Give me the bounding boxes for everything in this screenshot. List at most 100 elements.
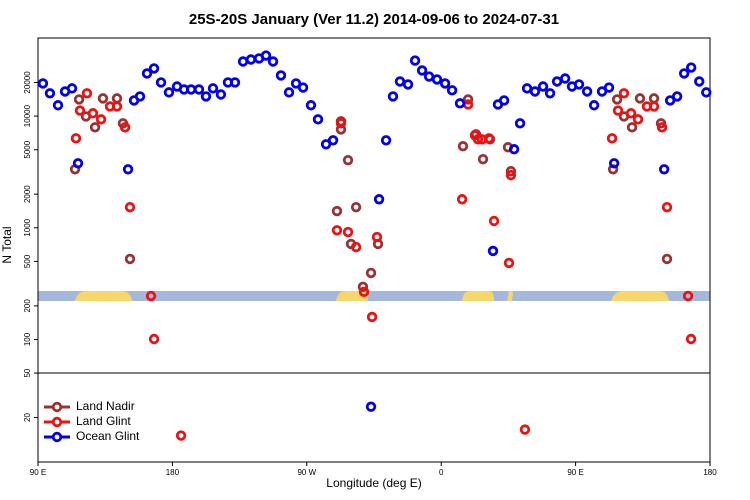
land-strip [462, 291, 494, 301]
marker [312, 114, 324, 125]
marker [365, 401, 377, 412]
y-tick-label: 50 [23, 368, 32, 377]
x-tick-label: 180 [166, 468, 180, 477]
marker [331, 205, 343, 217]
marker [439, 78, 451, 89]
marker [658, 164, 670, 175]
legend-marker [51, 416, 63, 428]
marker [175, 430, 187, 441]
y-tick-label: 5000 [23, 140, 32, 158]
marker [488, 215, 500, 227]
marker [694, 76, 705, 87]
marker [350, 201, 362, 213]
x-tick-label: 0 [439, 468, 444, 477]
marker [122, 164, 134, 175]
marker [472, 134, 484, 145]
marker [544, 88, 556, 99]
x-tick-label: 90 E [567, 468, 583, 477]
y-axis-label: N Total [0, 226, 14, 263]
marker [409, 55, 421, 66]
marker [632, 114, 644, 125]
y-tick-label: 20000 [23, 71, 32, 94]
marker [701, 87, 712, 98]
marker [70, 133, 82, 144]
marker [371, 231, 383, 243]
marker [551, 76, 563, 87]
chart-title: 25S-20S January (Ver 11.2) 2014-09-06 to… [189, 11, 559, 28]
y-tick-label: 10000 [23, 104, 32, 127]
marker [37, 78, 49, 89]
legend-label: Ocean Glint [76, 429, 140, 443]
marker [342, 154, 354, 166]
marker [74, 105, 86, 116]
marker [335, 118, 347, 129]
marker [505, 165, 517, 177]
marker [685, 333, 697, 345]
marker [685, 62, 697, 73]
marker [305, 100, 317, 111]
legend-label: Land Glint [76, 414, 131, 428]
land-strip [75, 290, 132, 301]
marker [626, 122, 638, 133]
marker [661, 201, 673, 213]
marker [682, 290, 694, 302]
marker [612, 105, 624, 116]
marker [215, 89, 227, 100]
y-tick-label: 1000 [23, 218, 32, 236]
marker [661, 253, 673, 265]
marker [454, 98, 466, 109]
y-tick-label: 2000 [23, 185, 32, 203]
marker [514, 118, 526, 129]
marker [529, 86, 541, 97]
marker [656, 122, 668, 133]
marker [607, 164, 619, 175]
marker [588, 100, 600, 111]
marker [72, 158, 84, 169]
marker [44, 88, 56, 99]
marker [477, 154, 489, 165]
legend-label: Land Nadir [76, 399, 135, 413]
marker [462, 94, 474, 105]
marker [73, 94, 85, 105]
marker [229, 77, 241, 88]
marker [648, 101, 660, 112]
marker [155, 77, 167, 88]
marker [678, 68, 690, 79]
marker [611, 94, 623, 105]
marker [290, 78, 302, 89]
marker [283, 87, 295, 98]
land-strip [611, 290, 669, 301]
marker [134, 91, 146, 102]
marker [618, 88, 630, 99]
marker [366, 311, 378, 323]
marker [87, 108, 99, 119]
marker [111, 101, 123, 112]
marker [487, 245, 499, 257]
marker [446, 85, 458, 96]
ocean-strip [38, 291, 710, 301]
marker [200, 91, 212, 102]
marker [416, 65, 428, 76]
marker [275, 70, 287, 81]
marker [163, 87, 175, 98]
marker [193, 84, 205, 95]
marker [350, 241, 362, 253]
legend-marker [51, 431, 63, 443]
marker [457, 141, 469, 152]
marker [124, 201, 136, 213]
x-axis-label: Longitude (deg E) [326, 476, 421, 490]
marker [89, 122, 101, 133]
marker [81, 88, 93, 99]
marker [431, 74, 443, 85]
y-tick-label: 200 [23, 299, 32, 313]
marker [537, 81, 549, 92]
surface-strip [38, 290, 710, 301]
marker [387, 91, 399, 102]
y-tick-label: 500 [23, 254, 32, 268]
marker [483, 133, 495, 144]
marker [148, 63, 160, 74]
marker [503, 257, 515, 269]
